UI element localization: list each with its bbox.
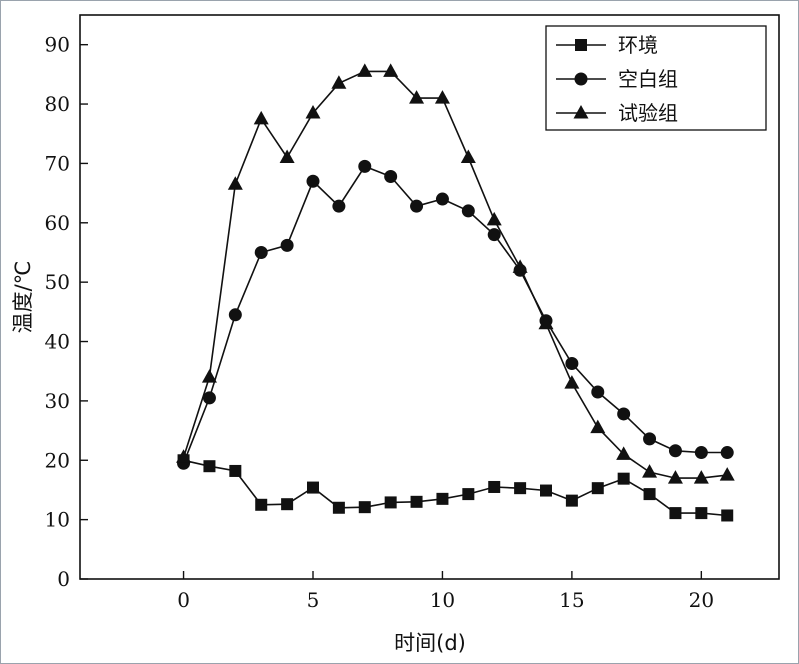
data-point bbox=[229, 464, 242, 477]
data-point bbox=[254, 245, 268, 259]
data-point bbox=[305, 104, 321, 119]
data-point bbox=[667, 470, 683, 484]
data-point bbox=[462, 488, 475, 501]
x-tick-label: 5 bbox=[307, 588, 320, 612]
legend-entry: 试验组 bbox=[556, 101, 678, 125]
data-point bbox=[591, 482, 604, 495]
series-3 bbox=[176, 63, 735, 484]
data-point bbox=[514, 482, 527, 495]
legend-marker bbox=[575, 39, 587, 51]
y-tick-label: 50 bbox=[45, 270, 70, 294]
data-point bbox=[643, 488, 656, 501]
data-point bbox=[512, 259, 528, 273]
series-1 bbox=[177, 454, 734, 522]
data-point bbox=[721, 509, 734, 522]
legend-marker bbox=[574, 72, 588, 86]
data-point bbox=[410, 495, 423, 508]
y-tick-label: 60 bbox=[45, 211, 70, 235]
data-point bbox=[642, 464, 658, 478]
x-axis-title: 时间(d) bbox=[394, 631, 466, 655]
axes: 0 5 10 15 20 0 10 20 30 40 50 60 70 80 90 bbox=[45, 33, 715, 612]
data-point bbox=[616, 446, 632, 460]
data-point bbox=[695, 507, 708, 520]
data-point bbox=[643, 432, 657, 446]
data-point bbox=[461, 204, 475, 218]
data-point bbox=[331, 75, 347, 89]
data-point bbox=[255, 498, 268, 511]
y-tick-label: 10 bbox=[45, 508, 70, 532]
data-point bbox=[383, 63, 399, 77]
data-point bbox=[227, 176, 243, 190]
data-point bbox=[280, 238, 294, 252]
data-point bbox=[279, 149, 295, 163]
data-point bbox=[435, 192, 449, 206]
data-point bbox=[719, 467, 735, 481]
series-line bbox=[182, 165, 728, 464]
data-point bbox=[332, 199, 346, 213]
x-tick-label: 0 bbox=[177, 588, 190, 612]
y-tick-label: 70 bbox=[45, 151, 70, 175]
data-point bbox=[307, 481, 319, 494]
data-point bbox=[203, 460, 216, 473]
y-tick-label: 30 bbox=[45, 389, 70, 413]
data-point bbox=[176, 449, 192, 463]
data-point bbox=[591, 385, 605, 399]
data-point bbox=[486, 211, 502, 226]
series-line bbox=[183, 459, 728, 517]
plot-area bbox=[79, 14, 780, 580]
data-point bbox=[384, 496, 397, 509]
y-axis-title: 温度/℃ bbox=[11, 261, 35, 334]
data-point bbox=[306, 174, 320, 188]
series-line bbox=[182, 70, 728, 479]
y-tick-label: 20 bbox=[45, 448, 70, 472]
series-layer bbox=[176, 63, 735, 522]
data-point bbox=[617, 407, 631, 421]
data-point bbox=[357, 63, 373, 77]
x-tick-label: 10 bbox=[430, 588, 455, 612]
data-point bbox=[332, 501, 345, 514]
data-point bbox=[693, 470, 709, 484]
data-point bbox=[202, 391, 216, 405]
x-tick-label: 15 bbox=[559, 588, 584, 612]
data-point bbox=[540, 484, 552, 497]
x-tick-label: 20 bbox=[689, 588, 714, 612]
data-point bbox=[538, 315, 554, 330]
data-point bbox=[668, 444, 682, 458]
data-point bbox=[281, 498, 294, 511]
data-point bbox=[253, 110, 269, 125]
data-point bbox=[488, 480, 501, 493]
legend-marker bbox=[573, 105, 589, 119]
legend-label: 试验组 bbox=[618, 101, 678, 125]
data-point bbox=[694, 446, 708, 460]
series-2 bbox=[177, 159, 734, 470]
data-point bbox=[201, 369, 217, 383]
data-point bbox=[565, 356, 579, 370]
data-point bbox=[617, 472, 630, 485]
data-point bbox=[358, 159, 372, 173]
data-point bbox=[384, 169, 398, 183]
data-point bbox=[669, 507, 682, 520]
data-point bbox=[720, 446, 734, 460]
y-tick-label: 90 bbox=[45, 33, 70, 57]
data-point bbox=[590, 419, 606, 434]
data-point bbox=[565, 494, 578, 507]
data-point bbox=[434, 90, 450, 104]
data-point bbox=[358, 501, 371, 514]
legend-entry: 空白组 bbox=[556, 67, 678, 91]
data-point bbox=[409, 90, 425, 104]
legend-entry: 环境 bbox=[556, 33, 658, 57]
y-tick-label: 0 bbox=[57, 567, 70, 591]
data-point bbox=[487, 228, 501, 242]
data-point bbox=[564, 375, 580, 389]
y-tick-label: 40 bbox=[45, 330, 70, 354]
legend-label: 环境 bbox=[618, 33, 658, 57]
y-tick-label: 80 bbox=[45, 92, 70, 116]
data-point bbox=[410, 199, 424, 213]
legend-label: 空白组 bbox=[618, 67, 678, 91]
data-point bbox=[228, 308, 242, 322]
data-point bbox=[436, 492, 449, 505]
data-point bbox=[460, 149, 476, 163]
